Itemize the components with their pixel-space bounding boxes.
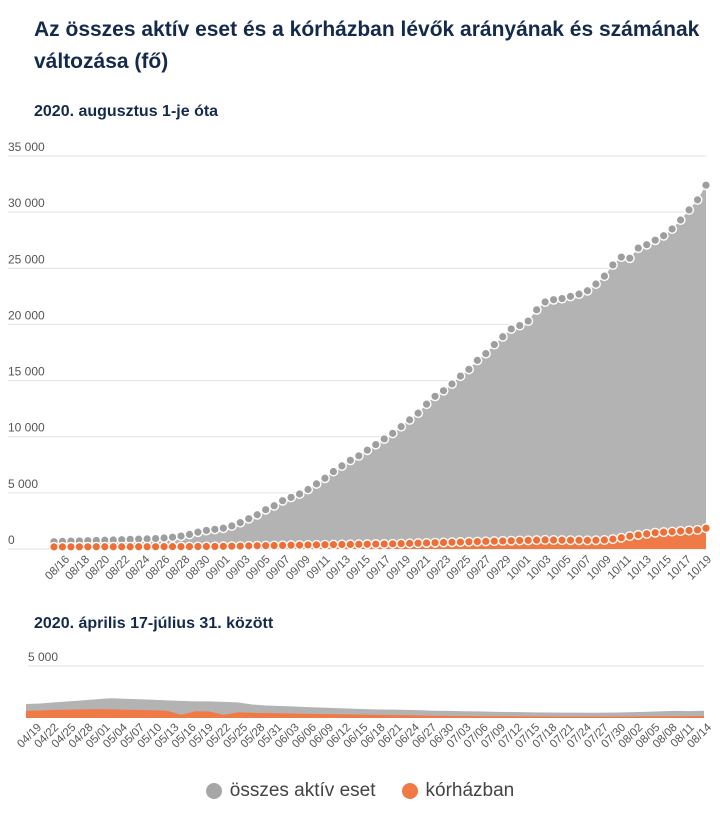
point-active bbox=[446, 378, 457, 389]
point-active bbox=[387, 428, 398, 439]
point-active bbox=[438, 385, 449, 396]
point-active bbox=[277, 495, 288, 506]
point-active bbox=[430, 391, 441, 402]
point-active bbox=[624, 253, 635, 264]
area-active bbox=[54, 185, 706, 549]
y-tick-label: 5 000 bbox=[8, 477, 38, 491]
point-active bbox=[243, 513, 254, 524]
point-active bbox=[489, 339, 500, 350]
point-active bbox=[362, 445, 373, 456]
point-active bbox=[421, 399, 432, 410]
point-active bbox=[396, 421, 407, 432]
y-tick-label: 10 000 bbox=[8, 421, 45, 435]
chart2-subtitle: 2020. április 17-július 31. között bbox=[34, 615, 274, 632]
point-active bbox=[599, 271, 610, 282]
y-tick-label: 25 000 bbox=[8, 252, 45, 266]
point-active bbox=[582, 285, 593, 296]
point-active bbox=[404, 414, 415, 425]
y-tick-label: 30 000 bbox=[8, 196, 45, 210]
y-tick-label: 5 000 bbox=[28, 650, 58, 664]
y-tick-label: 35 000 bbox=[8, 140, 45, 154]
point-active bbox=[353, 450, 364, 461]
point-active bbox=[311, 478, 322, 489]
point-active bbox=[472, 355, 483, 366]
point-active bbox=[641, 239, 652, 250]
point-active bbox=[252, 509, 263, 520]
point-active bbox=[531, 304, 542, 315]
point-active bbox=[455, 371, 466, 382]
legend-item-hospital[interactable]: kórházban bbox=[401, 780, 515, 802]
legend-hospital-label: kórházban bbox=[425, 780, 515, 801]
point-active bbox=[235, 517, 246, 528]
chart-title: Az összes aktív eset és a kórházban lévő… bbox=[34, 18, 700, 73]
legend-active-marker bbox=[205, 783, 222, 799]
point-active bbox=[667, 223, 678, 234]
point-active bbox=[573, 289, 584, 300]
point-active bbox=[463, 364, 474, 375]
point-active bbox=[413, 408, 424, 419]
y-tick-label: 0 bbox=[8, 533, 15, 547]
legend-item-active[interactable]: összes aktív eset bbox=[205, 780, 376, 802]
point-active bbox=[701, 180, 712, 191]
point-active bbox=[514, 320, 525, 331]
legend: összes aktív eset kórházban bbox=[0, 780, 720, 802]
point-active bbox=[286, 492, 297, 503]
legend-hospital-marker bbox=[401, 783, 418, 799]
y-tick-label: 15 000 bbox=[8, 365, 45, 379]
point-active bbox=[506, 323, 517, 334]
point-active bbox=[370, 439, 381, 450]
point-active bbox=[269, 500, 280, 511]
point-active bbox=[345, 455, 356, 466]
point-active bbox=[590, 279, 601, 290]
point-active bbox=[633, 243, 644, 254]
point-active bbox=[607, 259, 618, 270]
y-tick-label: 20 000 bbox=[8, 308, 45, 322]
point-active bbox=[658, 230, 669, 241]
point-active bbox=[684, 204, 695, 215]
point-active bbox=[260, 504, 271, 515]
point-hospital bbox=[701, 523, 712, 534]
point-active bbox=[480, 348, 491, 359]
point-active bbox=[226, 520, 237, 531]
chart1-svg: 0 5 000 10 000 15 000 20 000 25 000 30 000 35 0… bbox=[8, 140, 714, 582]
point-active bbox=[303, 484, 314, 495]
point-active bbox=[328, 466, 339, 477]
legend-active-label: összes aktív eset bbox=[229, 780, 376, 801]
point-active bbox=[675, 214, 686, 225]
point-active bbox=[379, 433, 390, 444]
point-active bbox=[692, 194, 703, 205]
point-active bbox=[336, 460, 347, 471]
chart1-subtitle: 2020. augusztus 1-je óta bbox=[34, 103, 219, 120]
point-active bbox=[497, 331, 508, 342]
point-active bbox=[523, 316, 534, 327]
area-hospital bbox=[26, 709, 704, 718]
point-active bbox=[650, 235, 661, 246]
point-active bbox=[319, 473, 330, 484]
point-active bbox=[294, 488, 305, 499]
